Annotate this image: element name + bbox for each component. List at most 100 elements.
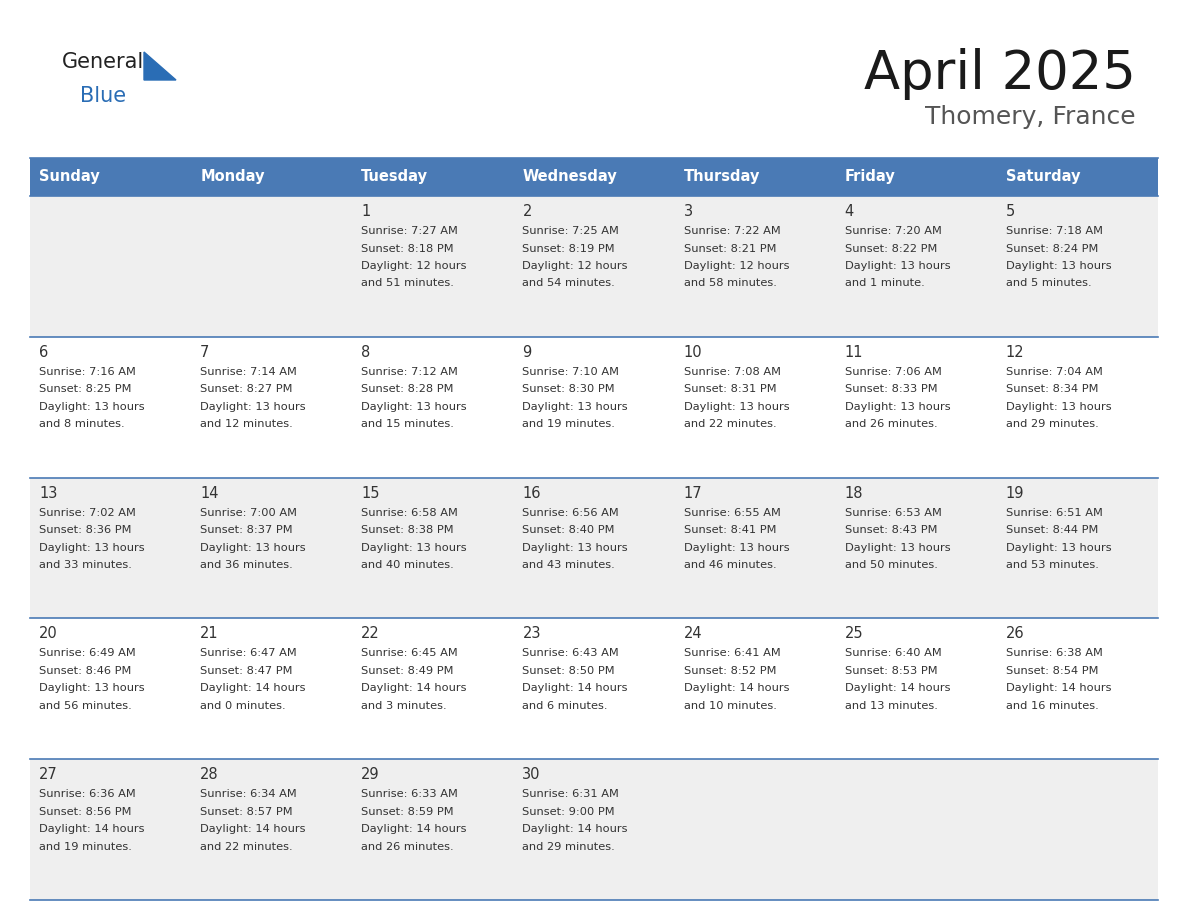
Text: Daylight: 13 hours: Daylight: 13 hours bbox=[361, 543, 467, 553]
Text: Sunset: 8:50 PM: Sunset: 8:50 PM bbox=[523, 666, 615, 676]
Text: 4: 4 bbox=[845, 204, 854, 219]
Text: 3: 3 bbox=[683, 204, 693, 219]
Text: General: General bbox=[62, 52, 144, 72]
Text: Sunset: 8:53 PM: Sunset: 8:53 PM bbox=[845, 666, 937, 676]
Text: Daylight: 13 hours: Daylight: 13 hours bbox=[845, 261, 950, 271]
Text: and 15 minutes.: and 15 minutes. bbox=[361, 420, 454, 430]
Text: and 53 minutes.: and 53 minutes. bbox=[1006, 560, 1099, 570]
Text: and 46 minutes.: and 46 minutes. bbox=[683, 560, 776, 570]
Text: Sunrise: 7:12 AM: Sunrise: 7:12 AM bbox=[361, 367, 459, 376]
Text: Sunrise: 7:02 AM: Sunrise: 7:02 AM bbox=[39, 508, 135, 518]
Text: Daylight: 13 hours: Daylight: 13 hours bbox=[683, 402, 789, 412]
Text: Sunday: Sunday bbox=[39, 170, 100, 185]
Text: Sunset: 8:41 PM: Sunset: 8:41 PM bbox=[683, 525, 776, 535]
Text: Sunrise: 6:31 AM: Sunrise: 6:31 AM bbox=[523, 789, 619, 800]
Bar bbox=[30, 196, 1158, 337]
Bar bbox=[835, 158, 997, 196]
Text: Daylight: 13 hours: Daylight: 13 hours bbox=[39, 402, 145, 412]
Text: 22: 22 bbox=[361, 626, 380, 642]
Bar bbox=[675, 158, 835, 196]
Text: 18: 18 bbox=[845, 486, 864, 500]
Text: 21: 21 bbox=[200, 626, 219, 642]
Text: and 22 minutes.: and 22 minutes. bbox=[200, 842, 292, 852]
Text: and 1 minute.: and 1 minute. bbox=[845, 278, 924, 288]
Text: and 22 minutes.: and 22 minutes. bbox=[683, 420, 776, 430]
Text: Sunrise: 6:47 AM: Sunrise: 6:47 AM bbox=[200, 648, 297, 658]
Bar bbox=[30, 158, 191, 196]
Text: Sunset: 8:37 PM: Sunset: 8:37 PM bbox=[200, 525, 292, 535]
Text: and 16 minutes.: and 16 minutes. bbox=[1006, 701, 1099, 711]
Text: Sunrise: 6:34 AM: Sunrise: 6:34 AM bbox=[200, 789, 297, 800]
Text: Sunset: 8:40 PM: Sunset: 8:40 PM bbox=[523, 525, 615, 535]
Text: 5: 5 bbox=[1006, 204, 1015, 219]
Text: Daylight: 13 hours: Daylight: 13 hours bbox=[523, 402, 628, 412]
Text: Sunset: 9:00 PM: Sunset: 9:00 PM bbox=[523, 807, 615, 817]
Text: 27: 27 bbox=[39, 767, 58, 782]
Text: Daylight: 14 hours: Daylight: 14 hours bbox=[200, 683, 305, 693]
Bar bbox=[997, 158, 1158, 196]
Text: 8: 8 bbox=[361, 345, 371, 360]
Text: Sunset: 8:18 PM: Sunset: 8:18 PM bbox=[361, 243, 454, 253]
Polygon shape bbox=[144, 52, 176, 80]
Text: Blue: Blue bbox=[80, 86, 126, 106]
Text: 11: 11 bbox=[845, 345, 864, 360]
Text: 20: 20 bbox=[39, 626, 58, 642]
Text: and 43 minutes.: and 43 minutes. bbox=[523, 560, 615, 570]
Text: Sunset: 8:46 PM: Sunset: 8:46 PM bbox=[39, 666, 132, 676]
Text: Sunrise: 6:51 AM: Sunrise: 6:51 AM bbox=[1006, 508, 1102, 518]
Text: and 19 minutes.: and 19 minutes. bbox=[523, 420, 615, 430]
Text: Daylight: 14 hours: Daylight: 14 hours bbox=[683, 683, 789, 693]
Text: Sunset: 8:33 PM: Sunset: 8:33 PM bbox=[845, 385, 937, 395]
Text: Sunset: 8:56 PM: Sunset: 8:56 PM bbox=[39, 807, 132, 817]
Text: 23: 23 bbox=[523, 626, 541, 642]
Text: Sunset: 8:31 PM: Sunset: 8:31 PM bbox=[683, 385, 776, 395]
Text: April 2025: April 2025 bbox=[864, 48, 1136, 100]
Text: and 40 minutes.: and 40 minutes. bbox=[361, 560, 454, 570]
Text: Sunset: 8:19 PM: Sunset: 8:19 PM bbox=[523, 243, 615, 253]
Text: and 0 minutes.: and 0 minutes. bbox=[200, 701, 286, 711]
Text: 1: 1 bbox=[361, 204, 371, 219]
Text: Sunset: 8:38 PM: Sunset: 8:38 PM bbox=[361, 525, 454, 535]
Text: Daylight: 13 hours: Daylight: 13 hours bbox=[39, 543, 145, 553]
Text: Daylight: 13 hours: Daylight: 13 hours bbox=[845, 402, 950, 412]
Text: Sunrise: 7:27 AM: Sunrise: 7:27 AM bbox=[361, 226, 459, 236]
Text: Sunrise: 7:20 AM: Sunrise: 7:20 AM bbox=[845, 226, 942, 236]
Text: 17: 17 bbox=[683, 486, 702, 500]
Text: Sunrise: 6:41 AM: Sunrise: 6:41 AM bbox=[683, 648, 781, 658]
Text: Sunrise: 6:55 AM: Sunrise: 6:55 AM bbox=[683, 508, 781, 518]
Text: Thursday: Thursday bbox=[683, 170, 760, 185]
Bar bbox=[30, 477, 1158, 619]
Text: and 58 minutes.: and 58 minutes. bbox=[683, 278, 777, 288]
Text: Sunset: 8:57 PM: Sunset: 8:57 PM bbox=[200, 807, 292, 817]
Text: Sunset: 8:30 PM: Sunset: 8:30 PM bbox=[523, 385, 615, 395]
Text: 29: 29 bbox=[361, 767, 380, 782]
Text: 28: 28 bbox=[200, 767, 219, 782]
Text: Sunrise: 7:22 AM: Sunrise: 7:22 AM bbox=[683, 226, 781, 236]
Text: Sunrise: 7:06 AM: Sunrise: 7:06 AM bbox=[845, 367, 942, 376]
Text: 19: 19 bbox=[1006, 486, 1024, 500]
Text: Sunrise: 7:18 AM: Sunrise: 7:18 AM bbox=[1006, 226, 1102, 236]
Text: and 10 minutes.: and 10 minutes. bbox=[683, 701, 777, 711]
Text: Daylight: 13 hours: Daylight: 13 hours bbox=[523, 543, 628, 553]
Text: Monday: Monday bbox=[200, 170, 265, 185]
Text: Sunrise: 7:00 AM: Sunrise: 7:00 AM bbox=[200, 508, 297, 518]
Text: Daylight: 14 hours: Daylight: 14 hours bbox=[361, 824, 467, 834]
Text: Daylight: 14 hours: Daylight: 14 hours bbox=[1006, 683, 1111, 693]
Bar bbox=[353, 158, 513, 196]
Text: and 8 minutes.: and 8 minutes. bbox=[39, 420, 125, 430]
Text: Wednesday: Wednesday bbox=[523, 170, 618, 185]
Text: Sunset: 8:22 PM: Sunset: 8:22 PM bbox=[845, 243, 937, 253]
Bar bbox=[513, 158, 675, 196]
Text: Daylight: 13 hours: Daylight: 13 hours bbox=[39, 683, 145, 693]
Text: Sunrise: 6:38 AM: Sunrise: 6:38 AM bbox=[1006, 648, 1102, 658]
Text: Saturday: Saturday bbox=[1006, 170, 1080, 185]
Text: Sunrise: 6:56 AM: Sunrise: 6:56 AM bbox=[523, 508, 619, 518]
Text: 15: 15 bbox=[361, 486, 380, 500]
Text: 25: 25 bbox=[845, 626, 864, 642]
Text: 30: 30 bbox=[523, 767, 541, 782]
Text: Sunrise: 6:53 AM: Sunrise: 6:53 AM bbox=[845, 508, 942, 518]
Bar bbox=[30, 337, 1158, 477]
Text: 13: 13 bbox=[39, 486, 57, 500]
Text: Friday: Friday bbox=[845, 170, 896, 185]
Text: Sunrise: 7:25 AM: Sunrise: 7:25 AM bbox=[523, 226, 619, 236]
